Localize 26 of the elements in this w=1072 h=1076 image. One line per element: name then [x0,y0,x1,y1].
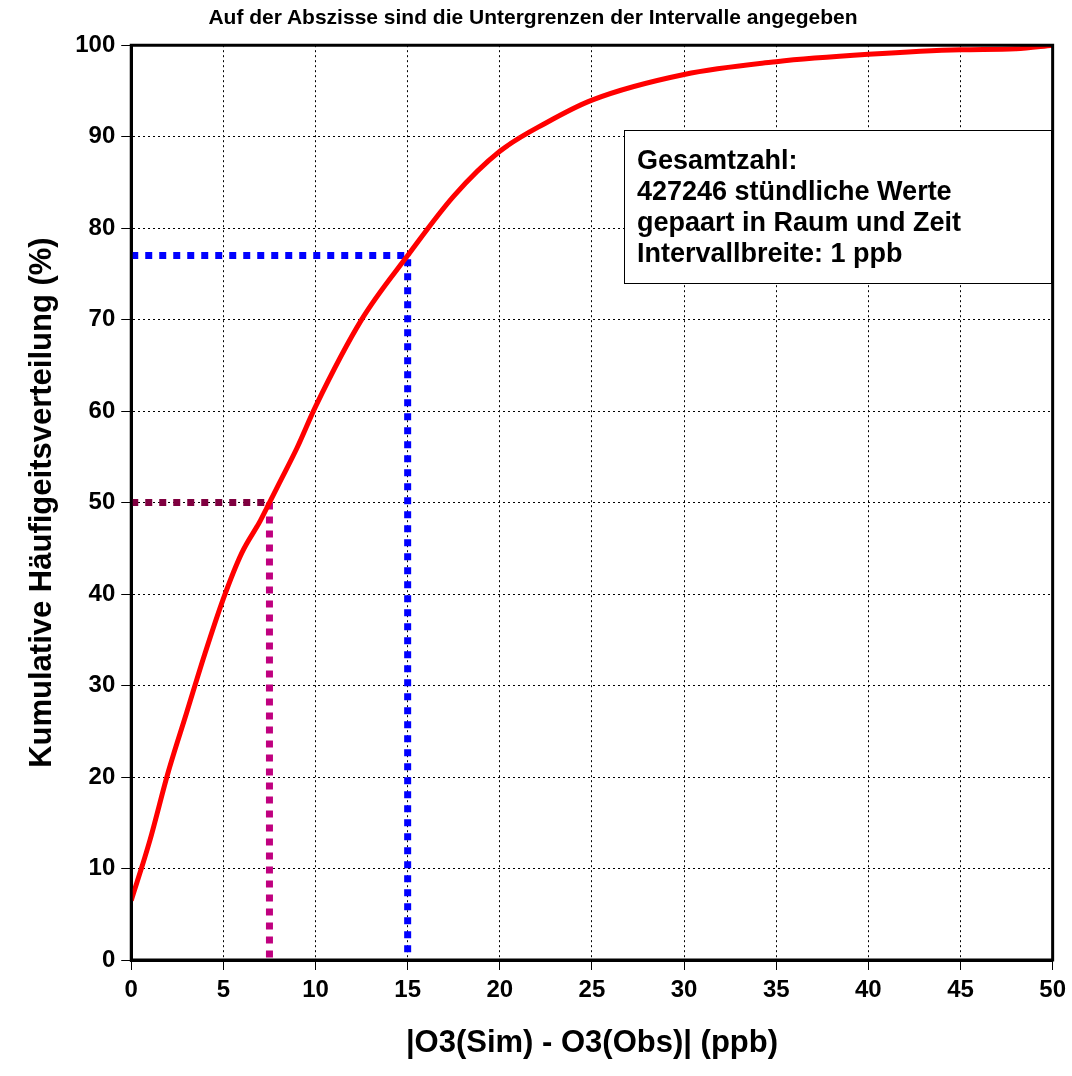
x-tick-label: 15 [394,975,422,1003]
y-tick-label: 50 [88,487,116,515]
y-tick-label: 60 [88,395,116,423]
y-tick-label: 70 [88,304,116,332]
x-tick-label: 40 [855,975,882,1003]
x-tick-label: 50 [1039,975,1066,1003]
x-tick-label: 30 [670,975,698,1003]
x-tick-label: 5 [216,975,231,1003]
x-tick-label: 25 [578,975,606,1003]
x-tick-label: 0 [124,975,138,1003]
y-tick-label: 90 [88,121,116,149]
x-tick-label: 35 [762,975,790,1003]
y-tick-label: 80 [88,212,116,240]
y-tick-label: 100 [75,29,116,57]
x-tick-label: 10 [302,975,329,1003]
text-box: Gesamtzahl: 427246 stündliche Werte gepaart in Raum und Zeit Intervallbreite: 1 ppb [624,130,1052,284]
y-tick-label: 40 [88,578,116,606]
y-tick-label: 10 [88,853,116,881]
x-tick-label: 20 [486,975,514,1003]
y-axis-title: Kumulative Häufigeitsverteilung (%) [23,237,59,768]
y-tick-label: 20 [88,761,116,789]
y-tick-label: 30 [88,670,116,698]
chart-title: Auf der Abszisse sind die Untergrenzen der Intervalle angegeben [208,5,858,29]
x-axis-title: |O3(Sim) - O3(Obs)| (ppb) [405,1023,778,1059]
y-tick-label: 0 [101,944,116,972]
x-tick-label: 45 [947,975,974,1003]
